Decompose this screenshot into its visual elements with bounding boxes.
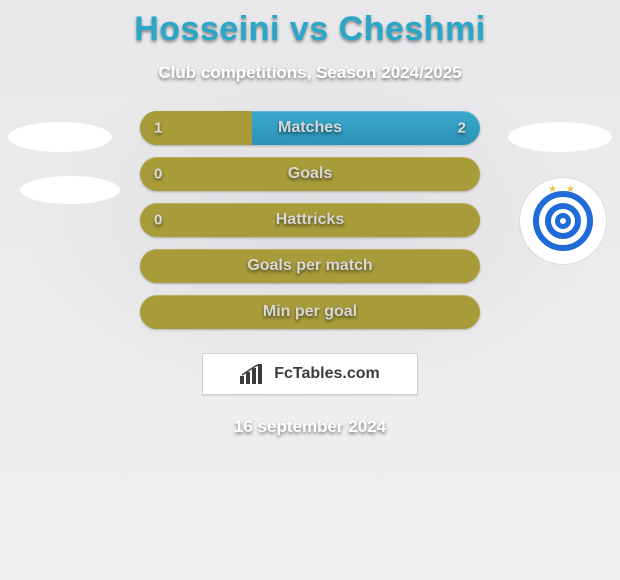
- stat-label: Goals per match: [247, 257, 372, 275]
- club-badge: ★ ★: [520, 178, 606, 264]
- badge-rings-icon: [533, 191, 593, 251]
- bar-chart-icon: [240, 364, 266, 384]
- left-team-placeholder-1: [8, 122, 112, 152]
- fctables-attribution: FcTables.com: [202, 353, 418, 395]
- stat-value-left: 0: [154, 166, 162, 183]
- page-title: Hosseini vs Cheshmi: [0, 0, 620, 49]
- snapshot-date: 16 september 2024: [0, 417, 620, 437]
- stat-row: Goals per match: [140, 249, 480, 283]
- stat-value-left: 0: [154, 212, 162, 229]
- stat-value-right: 2: [458, 120, 466, 137]
- stat-row: 0 Hattricks: [140, 203, 480, 237]
- stat-label: Matches: [278, 119, 342, 137]
- stat-row: Min per goal: [140, 295, 480, 329]
- brand-label: FcTables.com: [274, 365, 380, 383]
- right-team-placeholder: [508, 122, 612, 152]
- stat-label: Hattricks: [276, 211, 344, 229]
- stat-value-left: 1: [154, 120, 162, 137]
- stat-label: Goals: [288, 165, 332, 183]
- stat-row: 1 Matches 2: [140, 111, 480, 145]
- stat-row: 0 Goals: [140, 157, 480, 191]
- stat-label: Min per goal: [263, 303, 357, 321]
- subtitle: Club competitions, Season 2024/2025: [0, 63, 620, 83]
- left-team-placeholder-2: [20, 176, 120, 204]
